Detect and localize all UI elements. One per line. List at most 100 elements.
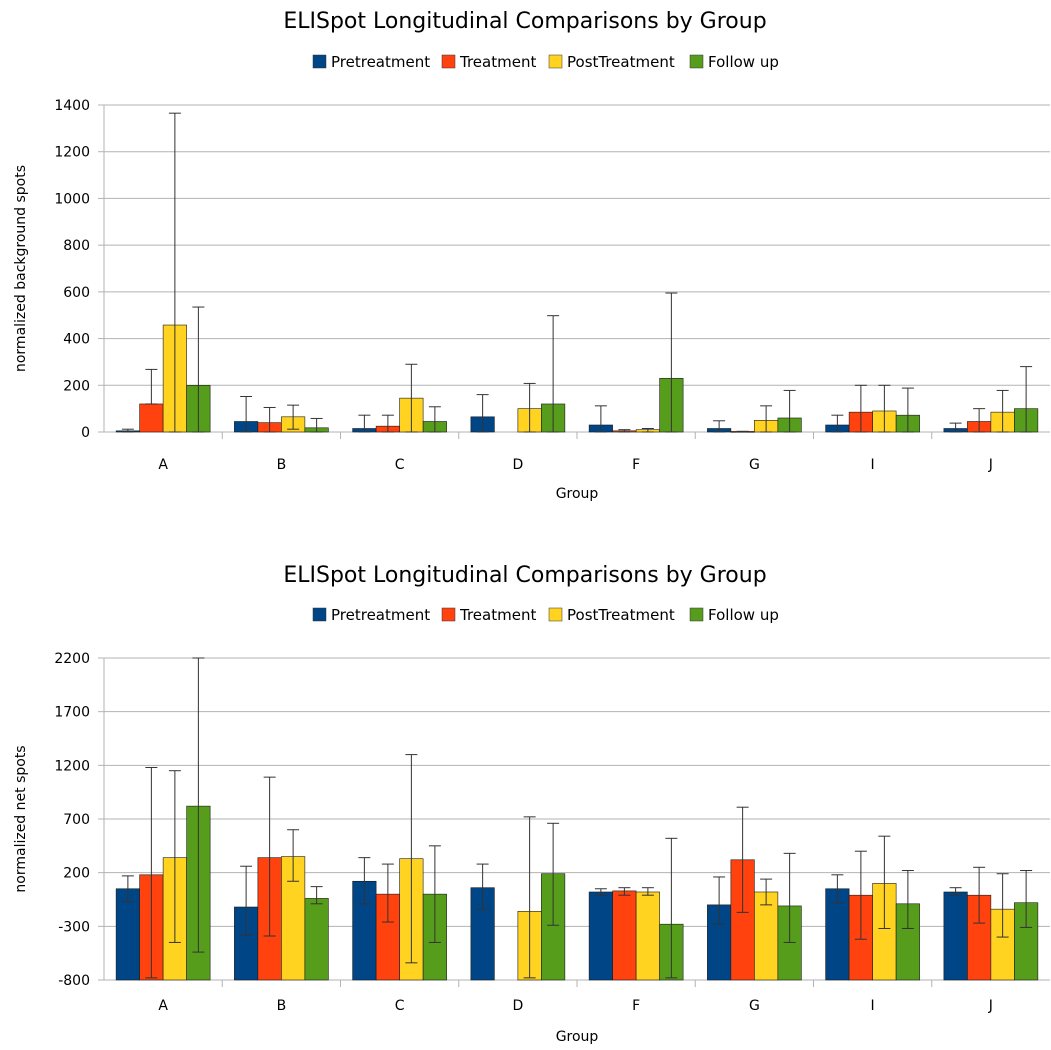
x-tick-label: G bbox=[749, 457, 760, 473]
error-bar bbox=[736, 806, 749, 913]
error-bar bbox=[192, 657, 205, 953]
bar-pretreatment bbox=[115, 888, 140, 981]
error-bar bbox=[1020, 870, 1033, 928]
x-tick-label: F bbox=[632, 998, 640, 1014]
error-bar bbox=[618, 429, 631, 433]
error-bar bbox=[428, 845, 441, 943]
error-bar bbox=[1020, 366, 1033, 433]
error-bar bbox=[760, 878, 773, 906]
x-tick-label: C bbox=[395, 457, 405, 473]
error-bar bbox=[240, 395, 253, 433]
y-tick-label: -800 bbox=[58, 973, 90, 989]
y-tick-label: 1000 bbox=[54, 191, 90, 207]
y-tick-label: 200 bbox=[63, 378, 90, 394]
chart-2: ELISpot Longitudinal Comparisons by Grou… bbox=[13, 563, 1050, 1045]
error-bar bbox=[547, 315, 560, 433]
error-bar bbox=[310, 417, 323, 433]
y-tick-label: 1400 bbox=[54, 98, 90, 114]
error-bar bbox=[641, 887, 654, 896]
x-tick-label: C bbox=[395, 998, 405, 1014]
legend-label: Pretreatment bbox=[331, 606, 430, 624]
y-tick-label: 1200 bbox=[54, 145, 90, 161]
error-bar bbox=[145, 766, 158, 979]
y-tick-label: 600 bbox=[63, 285, 90, 301]
legend-item: Follow up bbox=[689, 606, 779, 624]
error-bar bbox=[783, 389, 796, 433]
x-tick-label: I bbox=[871, 457, 875, 473]
error-bar bbox=[901, 870, 914, 929]
legend-item: Pretreatment bbox=[312, 53, 430, 71]
error-bar bbox=[168, 112, 181, 433]
x-tick-label: B bbox=[277, 998, 287, 1014]
error-bar bbox=[476, 863, 489, 910]
x-tick-label: G bbox=[749, 998, 760, 1014]
error-bar bbox=[831, 874, 844, 904]
legend-item: Treatment bbox=[441, 53, 536, 71]
error-bar bbox=[547, 822, 560, 926]
error-bar bbox=[641, 427, 654, 433]
error-bar bbox=[949, 422, 962, 433]
legend-item: Treatment bbox=[441, 606, 536, 624]
error-bar bbox=[594, 405, 607, 433]
y-tick-label: 800 bbox=[63, 238, 90, 254]
bar-treatment bbox=[612, 890, 637, 981]
error-bar bbox=[783, 852, 796, 943]
y-tick-label: 200 bbox=[63, 866, 90, 882]
bar-posttreatment bbox=[635, 891, 660, 981]
error-bar bbox=[973, 866, 986, 924]
error-bar bbox=[996, 873, 1009, 938]
legend-swatch bbox=[689, 607, 704, 622]
legend-label: PostTreatment bbox=[567, 606, 675, 624]
bar-treatment bbox=[139, 403, 164, 433]
y-tick-label: 700 bbox=[63, 812, 90, 828]
x-tick-label: J bbox=[988, 998, 993, 1014]
bar-pretreatment bbox=[588, 891, 613, 981]
y-tick-label: 400 bbox=[63, 332, 90, 348]
error-bar bbox=[405, 754, 418, 964]
legend-item: PostTreatment bbox=[548, 606, 675, 624]
y-axis-label: normalized background spots bbox=[13, 165, 29, 372]
legend-item: Follow up bbox=[689, 53, 779, 71]
error-bar bbox=[523, 816, 536, 979]
x-tick-label: B bbox=[277, 457, 287, 473]
error-bar bbox=[878, 384, 891, 433]
legend-label: Follow up bbox=[708, 606, 779, 624]
error-bar bbox=[854, 850, 867, 940]
error-bar bbox=[145, 368, 158, 405]
error-bar bbox=[192, 306, 205, 433]
legend-label: Treatment bbox=[459, 53, 536, 71]
y-tick-label: 0 bbox=[81, 425, 90, 441]
bar-pretreatment bbox=[943, 891, 968, 981]
error-bar bbox=[665, 292, 678, 433]
error-bar bbox=[287, 404, 300, 430]
error-bar bbox=[476, 394, 489, 433]
error-bar bbox=[618, 887, 631, 896]
error-bar bbox=[949, 887, 962, 896]
legend-item: Pretreatment bbox=[312, 606, 430, 624]
y-tick-label: -300 bbox=[58, 919, 90, 935]
x-tick-label: A bbox=[158, 998, 168, 1014]
error-bar bbox=[240, 865, 253, 936]
legend-swatch bbox=[441, 607, 456, 622]
error-bar bbox=[713, 420, 726, 433]
error-bar bbox=[736, 430, 749, 433]
error-bar bbox=[381, 863, 394, 923]
y-tick-label: 1700 bbox=[54, 705, 90, 721]
legend-swatch bbox=[441, 54, 456, 69]
error-bar bbox=[665, 837, 678, 979]
error-bar bbox=[121, 875, 134, 903]
legend-label: Pretreatment bbox=[331, 53, 430, 71]
error-bar bbox=[973, 408, 986, 433]
chart-title: ELISpot Longitudinal Comparisons by Grou… bbox=[283, 9, 766, 34]
x-axis-label: Group bbox=[556, 1029, 599, 1045]
legend-swatch bbox=[689, 54, 704, 69]
chart-title: ELISpot Longitudinal Comparisons by Grou… bbox=[283, 563, 766, 588]
legend-swatch bbox=[548, 607, 563, 622]
error-bar bbox=[854, 384, 867, 433]
error-bar bbox=[594, 888, 607, 896]
error-bar bbox=[760, 405, 773, 433]
x-axis-label: Group bbox=[556, 486, 599, 502]
error-bar bbox=[358, 857, 371, 905]
chart-1: ELISpot Longitudinal Comparisons by Grou… bbox=[13, 9, 1050, 502]
